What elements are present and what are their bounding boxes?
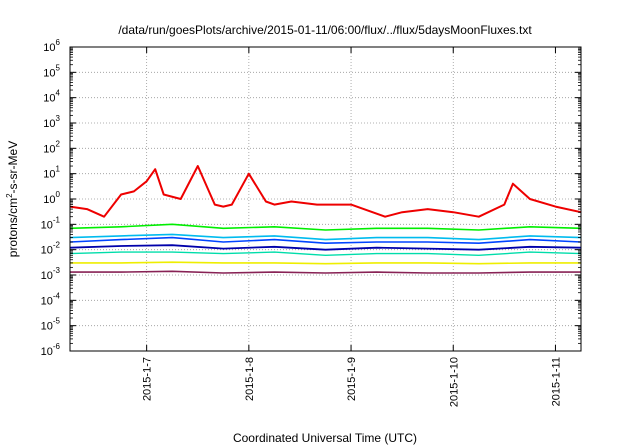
y-tick-label: 100 — [43, 190, 60, 206]
y-tick-label: 105 — [43, 63, 60, 79]
y-tick-label: 10-3 — [41, 266, 61, 282]
y-tick-label: 10-2 — [41, 241, 61, 257]
series-line-6 — [69, 251, 582, 257]
y-tick-label: 101 — [43, 165, 60, 181]
x-tick-label: 2015-1-9 — [346, 357, 358, 401]
series-line-2 — [69, 223, 582, 231]
series-lines — [69, 165, 582, 274]
series-line-3 — [69, 233, 582, 241]
y-tick-label: 10-4 — [41, 291, 61, 307]
y-tick-label: 10-6 — [41, 342, 61, 358]
series-line-1 — [69, 165, 582, 218]
y-axis-label: protons/cm2-s-sr-MeV — [5, 141, 20, 257]
x-tick-label: 2015-1-8 — [244, 357, 256, 401]
series-line-5 — [69, 244, 582, 251]
y-tick-label: 106 — [43, 38, 60, 54]
x-tick-label: 2015-1-7 — [142, 357, 154, 401]
y-tick-label: 104 — [43, 89, 60, 105]
series-line-8 — [70, 270, 581, 274]
y-tick-label: 103 — [43, 114, 60, 130]
x-tick-label: 2015-1-11 — [550, 357, 562, 406]
series-line-7 — [70, 261, 581, 265]
series-line-4 — [69, 236, 582, 244]
grid-lines — [70, 47, 581, 351]
y-tick-label: 102 — [43, 139, 60, 155]
x-tick-labels: 2015-1-7 2015-1-8 2015-1-9 2015-1-10 2015-1-… — [142, 357, 563, 407]
y-tick-label: 10-5 — [41, 317, 61, 333]
x-tick-label: 2015-1-10 — [448, 357, 460, 407]
chart-title: /data/run/goesPlots/archive/2015-01-11/0… — [118, 23, 532, 37]
y-tick-labels: 10-6 10-5 10-4 10-3 10-2 10-1 100 101 102 103 104 1… — [41, 38, 61, 358]
y-tick-label: 10-1 — [41, 215, 61, 231]
plot-frame — [69, 46, 582, 352]
x-axis-label: Coordinated Universal Time (UTC) — [233, 431, 417, 445]
